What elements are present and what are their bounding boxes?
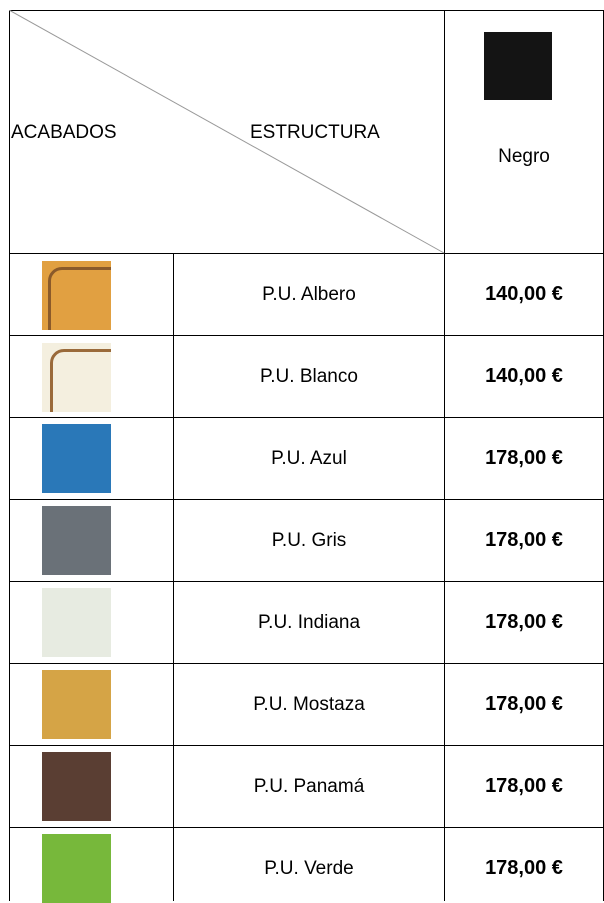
swatch	[42, 752, 111, 821]
finish-name: P.U. Blanco	[174, 366, 444, 388]
border	[9, 417, 604, 418]
swatch	[42, 261, 111, 330]
swatch	[42, 506, 111, 575]
price: 140,00 €	[445, 283, 603, 306]
swatch	[42, 588, 111, 657]
swatch	[42, 670, 111, 739]
swatch	[42, 424, 111, 493]
swatch-black	[484, 32, 552, 100]
swatch	[42, 834, 111, 903]
finish-name: P.U. Albero	[174, 284, 444, 306]
page: {"table": { "header": {"left": "ACABADOS…	[0, 0, 604, 901]
header-left: ACABADOS	[11, 122, 117, 144]
finish-name: P.U. Indiana	[174, 612, 444, 634]
border	[9, 663, 604, 664]
price: 178,00 €	[445, 775, 603, 798]
finish-name: P.U. Verde	[174, 858, 444, 880]
finish-name: P.U. Azul	[174, 448, 444, 470]
price: 178,00 €	[445, 529, 603, 552]
swatch	[42, 343, 111, 412]
header-column: Negro	[445, 146, 603, 168]
border	[9, 581, 604, 582]
price: 178,00 €	[445, 857, 603, 880]
header-right: ESTRUCTURA	[250, 122, 380, 144]
price: 178,00 €	[445, 447, 603, 470]
finish-name: P.U. Gris	[174, 530, 444, 552]
price: 140,00 €	[445, 365, 603, 388]
price: 178,00 €	[445, 611, 603, 634]
border	[173, 253, 174, 901]
border	[9, 335, 604, 336]
border	[9, 745, 604, 746]
finish-name: P.U. Mostaza	[174, 694, 444, 716]
finish-name: P.U. Panamá	[174, 776, 444, 798]
border	[9, 499, 604, 500]
price: 178,00 €	[445, 693, 603, 716]
border	[9, 827, 604, 828]
